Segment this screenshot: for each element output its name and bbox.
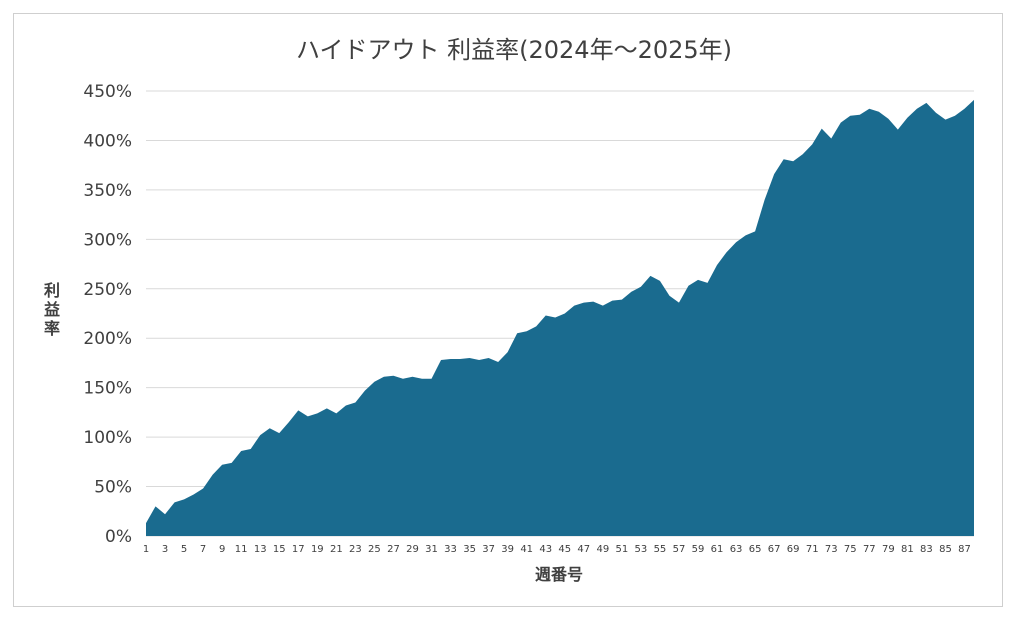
y-tick-label: 400% (83, 131, 132, 151)
x-tick-label: 41 (520, 544, 533, 555)
x-tick-label: 25 (368, 544, 381, 555)
y-axis-label-char: 利 (44, 281, 60, 300)
x-axis-ticks: 1 3 5 7 9 11 13 15 17 19 21 23 25 27 29 31 33 35 37 39 41 43 4… (143, 544, 971, 555)
y-axis-ticks: 0% 50% 100% 150% 200% 250% 300% 350% 400% 450% (83, 82, 132, 547)
x-tick-label: 15 (273, 544, 286, 555)
x-tick-label: 27 (387, 544, 400, 555)
x-tick-label: 81 (901, 544, 914, 555)
x-tick-label: 75 (844, 544, 857, 555)
x-tick-label: 11 (235, 544, 248, 555)
x-tick-label: 5 (181, 544, 187, 555)
x-tick-label: 33 (444, 544, 457, 555)
x-tick-label: 59 (692, 544, 705, 555)
y-tick-label: 350% (83, 181, 132, 201)
area-series-fill (146, 99, 974, 537)
x-tick-label: 49 (596, 544, 609, 555)
x-tick-label: 85 (939, 544, 952, 555)
y-axis-label-char: 益 (44, 300, 60, 319)
x-tick-label: 13 (254, 544, 267, 555)
x-tick-label: 83 (920, 544, 933, 555)
x-tick-label: 39 (501, 544, 514, 555)
x-tick-label: 79 (882, 544, 895, 555)
y-axis-label-char: 率 (44, 319, 60, 338)
area-series (146, 99, 974, 537)
x-tick-label: 63 (730, 544, 743, 555)
x-tick-label: 73 (825, 544, 838, 555)
x-tick-label: 45 (558, 544, 571, 555)
profit-margin-area-chart: ハイドアウト 利益率(2024年～2025年) 0% 50% 100% 150% 200… (44, 36, 974, 584)
x-tick-label: 65 (749, 544, 762, 555)
x-tick-label: 21 (330, 544, 343, 555)
x-tick-label: 1 (143, 544, 149, 555)
y-tick-label: 150% (83, 379, 132, 399)
x-tick-label: 43 (539, 544, 552, 555)
y-axis-label: 利益率 (44, 281, 60, 338)
x-tick-label: 37 (482, 544, 495, 555)
chart-frame: ハイドアウト 利益率(2024年～2025年) 0% 50% 100% 150% 200… (13, 13, 1003, 607)
x-tick-label: 7 (200, 544, 206, 555)
x-tick-label: 71 (806, 544, 819, 555)
y-tick-label: 50% (94, 478, 132, 498)
x-tick-label: 19 (311, 544, 324, 555)
x-tick-label: 53 (635, 544, 648, 555)
x-tick-label: 67 (768, 544, 781, 555)
x-tick-label: 3 (162, 544, 168, 555)
x-tick-label: 17 (292, 544, 305, 555)
x-tick-label: 57 (673, 544, 686, 555)
y-tick-label: 300% (83, 230, 132, 250)
y-tick-label: 0% (105, 527, 132, 547)
x-tick-label: 87 (958, 544, 971, 555)
x-tick-label: 47 (577, 544, 590, 555)
x-tick-label: 55 (654, 544, 667, 555)
x-tick-label: 69 (787, 544, 800, 555)
x-tick-label: 51 (615, 544, 628, 555)
x-tick-label: 35 (463, 544, 476, 555)
x-tick-label: 77 (863, 544, 876, 555)
y-tick-label: 250% (83, 280, 132, 300)
x-tick-label: 31 (425, 544, 438, 555)
y-tick-label: 100% (83, 428, 132, 448)
x-axis-label: 週番号 (535, 565, 583, 584)
chart-title: ハイドアウト 利益率(2024年～2025年) (296, 36, 732, 64)
y-tick-label: 450% (83, 82, 132, 102)
x-tick-label: 9 (219, 544, 225, 555)
y-tick-label: 200% (83, 329, 132, 349)
x-tick-label: 29 (406, 544, 419, 555)
x-tick-label: 23 (349, 544, 362, 555)
x-tick-label: 61 (711, 544, 724, 555)
